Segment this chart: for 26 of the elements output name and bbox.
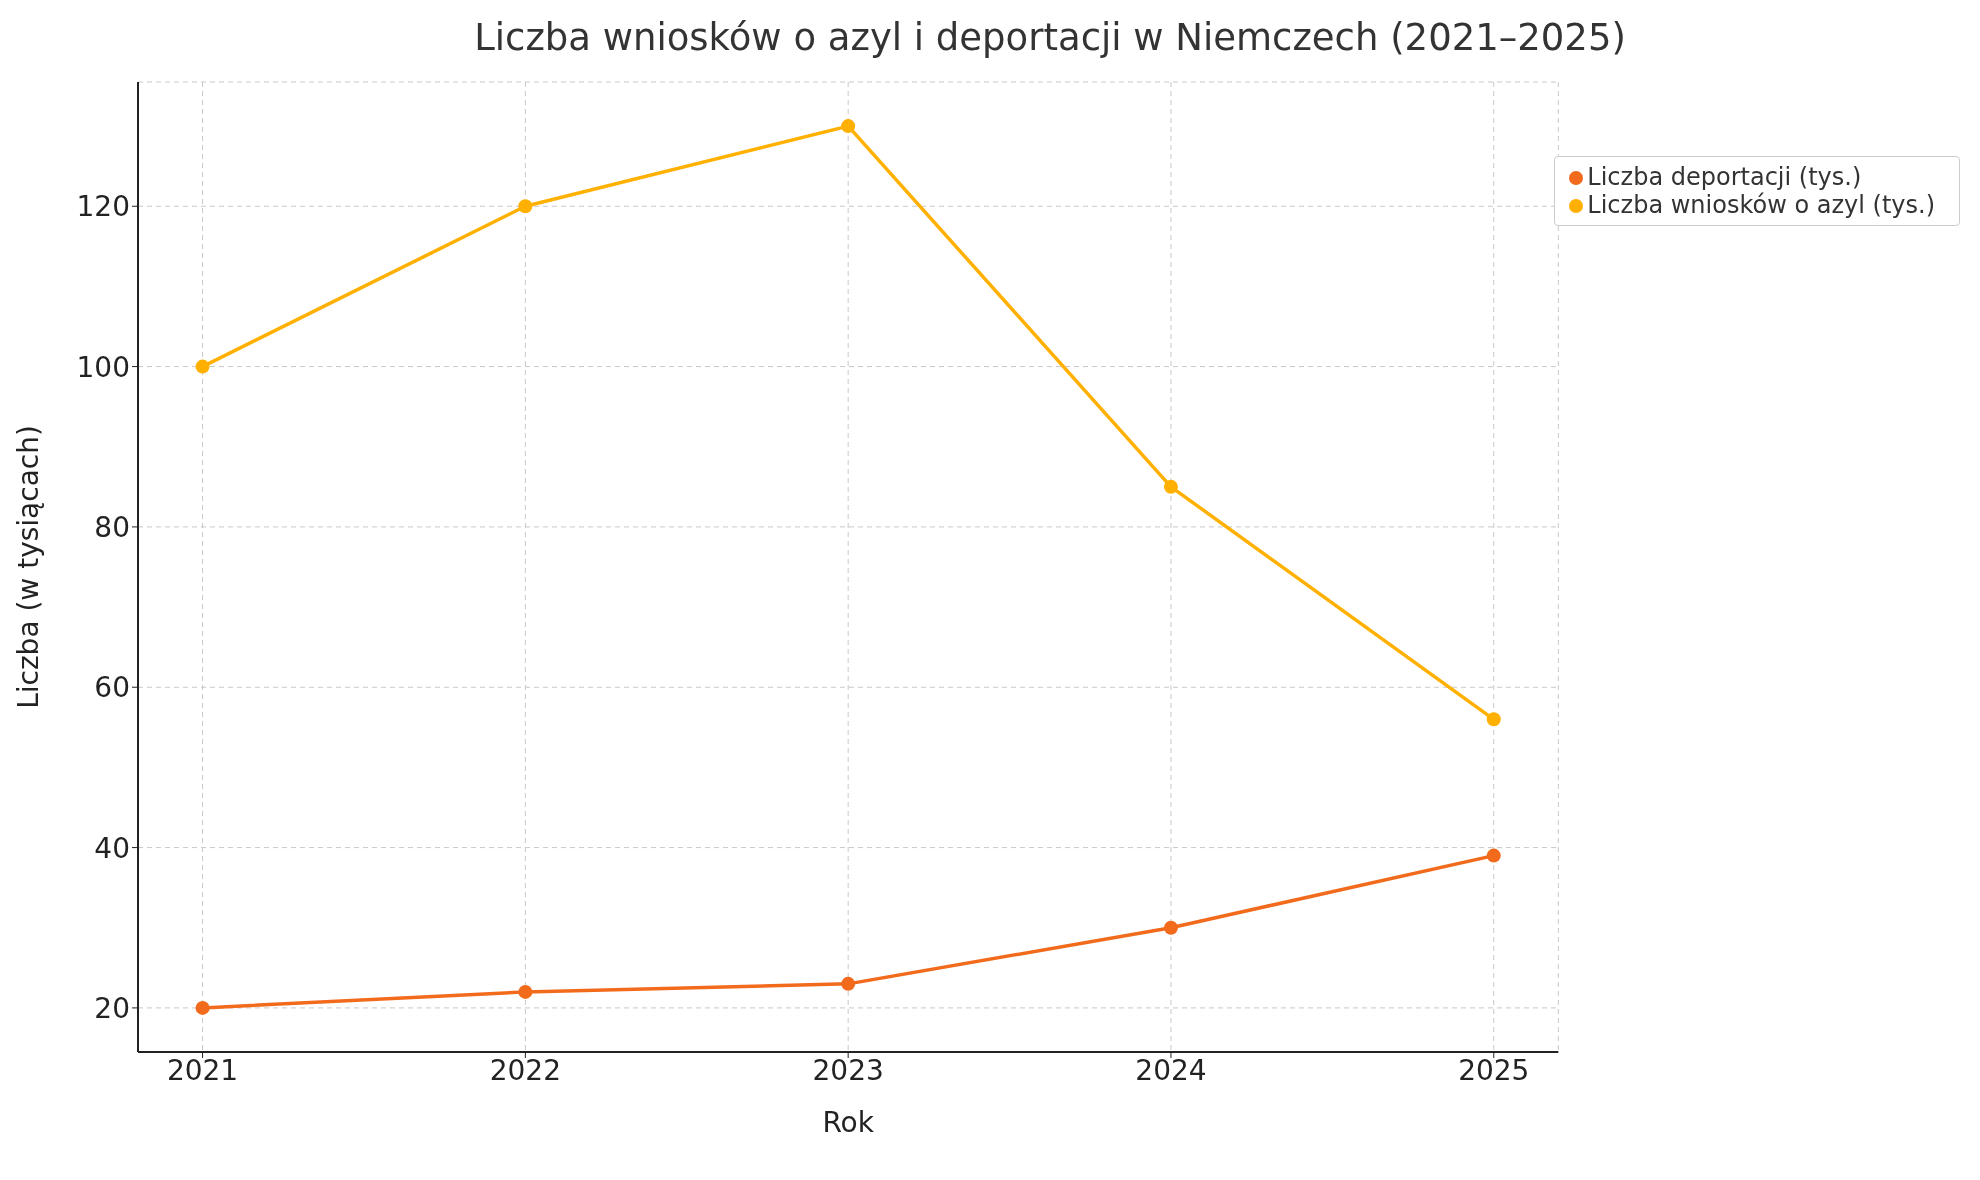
chart-title: Liczba wniosków o azyl i deportacji w Niemczech (2021–2025)	[473, 15, 1627, 61]
y-tick-label: 120	[76, 190, 130, 224]
point	[1486, 712, 1501, 727]
x-tick-label: 2024	[1135, 1053, 1207, 1087]
x-tick-label: 2021	[166, 1053, 239, 1087]
y-tick-label: 80	[94, 510, 130, 544]
point	[1163, 920, 1178, 935]
point	[518, 199, 533, 214]
x-tick-label: 2023	[812, 1053, 884, 1087]
legend-label: Liczba wniosków o azyl (tys.)	[1587, 191, 1935, 219]
point	[518, 984, 533, 999]
point	[1163, 479, 1178, 494]
point	[195, 1000, 210, 1015]
y-tick-label: 20	[94, 991, 130, 1025]
point	[195, 359, 210, 374]
y-axis-title: Liczba (w tysiącach)	[11, 425, 45, 709]
x-tick-label: 2022	[489, 1053, 561, 1087]
x-axis-title: Rok	[822, 1106, 875, 1139]
y-tick-label: 100	[76, 350, 130, 384]
x-tick-label: 2025	[1458, 1053, 1530, 1087]
point	[841, 976, 856, 991]
y-tick-label: 40	[94, 831, 130, 865]
y-tick-label: 60	[94, 671, 130, 705]
point	[841, 119, 856, 134]
legend-label: Liczba deportacji (tys.)	[1587, 163, 1862, 191]
point	[1486, 848, 1501, 863]
